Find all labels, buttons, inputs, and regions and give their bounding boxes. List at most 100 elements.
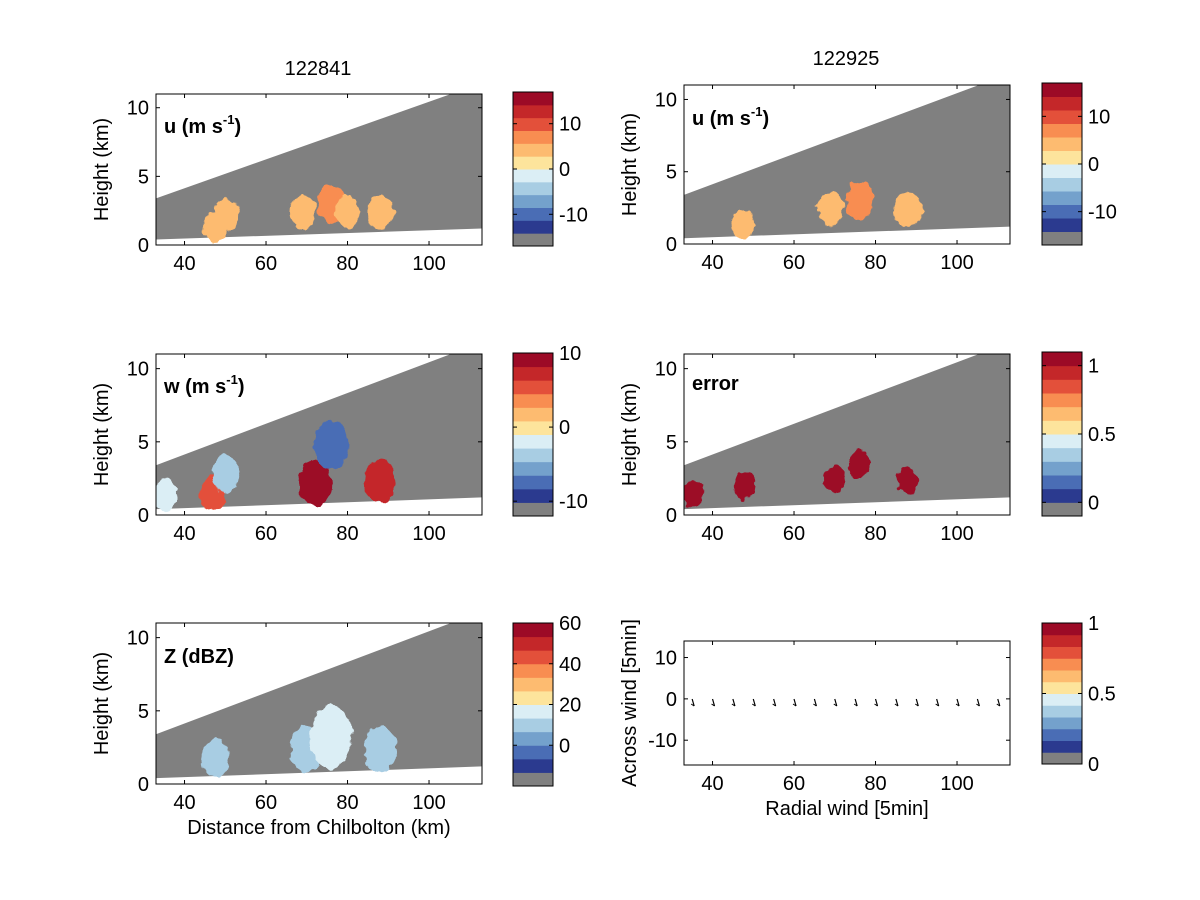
colorbar-swatch [1042, 705, 1082, 718]
colorbar-tick-label: -10 [1088, 202, 1117, 224]
x-tick-label: 40 [701, 523, 723, 545]
x-axis-label: Distance from Chilbolton (km) [187, 817, 450, 839]
colorbar-swatch [513, 731, 553, 746]
colorbar-swatch [513, 502, 553, 517]
wind-vector [854, 698, 858, 707]
colorbar-swatch [1042, 670, 1082, 683]
echo-feature [289, 194, 316, 230]
wind-vector-head [874, 703, 878, 707]
x-tick-label: 40 [701, 773, 723, 795]
colorbar-swatch [513, 623, 553, 638]
colorbar-swatch [1042, 365, 1082, 380]
colorbar-swatch [513, 393, 553, 408]
x-tick-label: 80 [864, 773, 886, 795]
echo-features [684, 450, 919, 508]
echo-feature [848, 450, 871, 478]
x-tick-label: 80 [336, 792, 358, 814]
scan-region [156, 623, 482, 779]
y-tick-label: 10 [127, 628, 149, 650]
x-tick-label: 60 [255, 253, 277, 275]
y-tick-label: 0 [666, 505, 677, 527]
plot-area [684, 354, 1010, 510]
colorbar-tick-label: 1 [1088, 356, 1099, 378]
wind-vector [895, 698, 899, 707]
colorbar-swatch [1042, 123, 1082, 138]
colorbar-swatch [1042, 352, 1082, 367]
colorbar-swatch [513, 143, 553, 157]
colorbar-swatch [1042, 164, 1082, 178]
echo-features [156, 420, 396, 511]
colorbar-swatch [513, 448, 553, 463]
colorbar-swatch [1042, 475, 1082, 490]
wind-vector [874, 698, 879, 707]
y-tick-label: 0 [666, 234, 677, 256]
x-tick-label: 60 [783, 773, 805, 795]
colorbar-tick-label: 0 [559, 159, 570, 181]
colorbar-swatch [513, 117, 553, 131]
colorbar-tick-label: 0.5 [1088, 684, 1116, 706]
colorbar-swatch [513, 104, 553, 119]
scan-region [684, 354, 1010, 510]
y-tick-label: 10 [127, 359, 149, 381]
wind-vector-head [833, 703, 838, 707]
colorbar-swatch [1042, 658, 1082, 671]
wind-vector [976, 698, 980, 707]
wind-vector [956, 698, 960, 707]
colorbar-swatch [1042, 191, 1082, 205]
colorbar-swatch [513, 475, 553, 490]
y-axis-label: Height (km) [619, 383, 641, 486]
colorbar-tick-label: 0 [559, 417, 570, 439]
scan-region [156, 94, 482, 240]
y-tick-label: 0 [138, 235, 149, 257]
wind-vector-head [914, 703, 919, 707]
colorbar-swatch [1042, 137, 1082, 151]
colorbar: 10.50 [1041, 613, 1116, 776]
colorbar-swatch [513, 353, 553, 368]
echo-features [203, 184, 394, 242]
colorbar-tick-label: 0.5 [1088, 424, 1116, 446]
colorbar-swatch [513, 690, 553, 705]
echo-feature [314, 420, 349, 470]
colorbar-swatch [513, 366, 553, 381]
colorbar-swatch [1042, 177, 1082, 192]
colorbar-tick-label: 0 [1088, 492, 1099, 514]
wind-vector [793, 698, 797, 707]
wind-vector-head [894, 703, 899, 707]
x-tick-label: 100 [940, 523, 973, 545]
y-tick-label: -10 [648, 730, 677, 752]
colorbar: 10 0 -10 [512, 91, 588, 247]
x-tick-label: 40 [701, 252, 723, 274]
y-tick-label: 5 [138, 701, 149, 723]
colorbar-swatch [1042, 204, 1082, 219]
column-title-right: 122925 [813, 48, 880, 70]
colorbar-swatch [513, 745, 553, 760]
x-tick-label: 100 [940, 252, 973, 274]
colorbar-swatch [1042, 218, 1082, 232]
colorbar-swatch [1042, 434, 1082, 449]
y-tick-label: 5 [666, 162, 677, 184]
plot-area [690, 698, 1001, 707]
colorbar-swatch [1042, 406, 1082, 421]
x-tick-label: 60 [255, 792, 277, 814]
colorbar-swatch [513, 704, 553, 719]
axes-frame [683, 353, 1011, 516]
colorbar-swatch [1042, 96, 1082, 111]
echo-feature [201, 738, 230, 777]
colorbar-swatch [1042, 646, 1082, 659]
colorbar-swatch [513, 233, 553, 247]
y-axis-label: Height (km) [619, 113, 641, 216]
echo-feature [845, 181, 874, 220]
y-axis-label: Height (km) [91, 652, 113, 755]
x-tick-label: 100 [412, 253, 445, 275]
colorbar-swatch [513, 156, 553, 170]
variable-label: Z (dBZ) [164, 646, 234, 668]
axes-frame [683, 84, 1011, 245]
x-tick-label: 80 [864, 523, 886, 545]
wind-vector [834, 698, 838, 707]
y-tick-label: 5 [138, 166, 149, 188]
colorbar-swatch [513, 92, 553, 106]
wind-vector-head [935, 703, 939, 707]
colorbar-tick-label: 0 [1088, 754, 1099, 776]
colorbar-swatch [513, 772, 553, 787]
